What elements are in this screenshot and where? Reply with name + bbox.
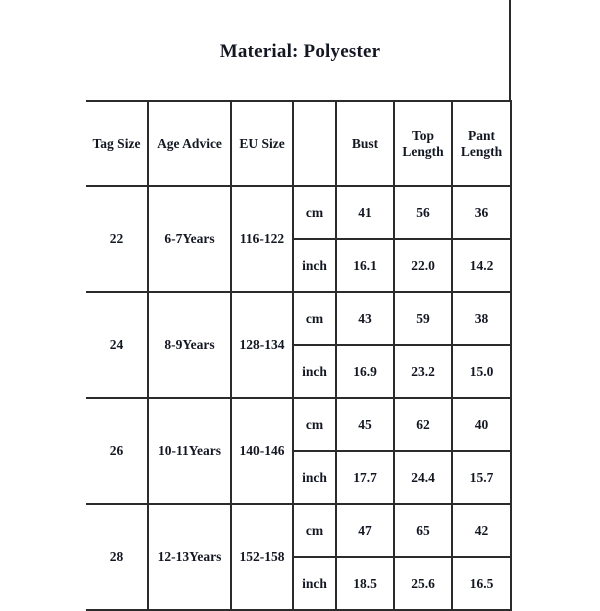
table-row: inch 17.7 24.4 15.7: [86, 450, 512, 505]
cell-age-advice: 12-13Years: [147, 503, 232, 611]
size-chart-table: Tag Size Age Advice EU Size Bust Top Len…: [86, 100, 512, 611]
table-row: 22 6-7Years 116-122 cm 41 56 36: [86, 185, 512, 293]
table-row: 26 10-11Years 140-146 cm 45 62 40: [86, 397, 512, 505]
cell-bust-cm: 45: [335, 397, 395, 452]
cell-top-length-cm: 62: [393, 397, 453, 452]
cell-unit-cm: cm: [292, 503, 337, 558]
cell-bust-inch: 18.5: [335, 556, 395, 611]
column-header-eu-size: EU Size: [230, 100, 294, 187]
cell-top-length-inch: 22.0: [393, 238, 453, 293]
cell-tag-size: 24: [86, 291, 149, 399]
column-header-age-advice: Age Advice: [147, 100, 232, 187]
cell-unit-inch: inch: [293, 238, 337, 293]
top-right-rule: [509, 0, 511, 101]
cell-pant-length-inch: 15.7: [451, 450, 512, 505]
cell-tag-size: 28: [86, 503, 149, 611]
cell-top-length-cm: 59: [393, 291, 453, 346]
cell-bust-inch: 16.1: [335, 238, 395, 293]
cell-pant-length-inch: 15.0: [451, 344, 512, 399]
cell-bust-cm: 43: [335, 291, 395, 346]
cell-eu-size: 116-122: [230, 185, 294, 293]
cell-pant-length-cm: 42: [451, 503, 512, 558]
cell-tag-size: 22: [86, 185, 149, 293]
cell-unit-cm: cm: [292, 185, 337, 240]
cell-eu-size: 128-134: [230, 291, 294, 399]
page-title: Material: Polyester: [219, 41, 381, 62]
cell-pant-length-cm: 40: [451, 397, 512, 452]
cell-age-advice: 8-9Years: [147, 291, 232, 399]
cell-eu-size: 140-146: [230, 397, 294, 505]
column-header-top-length: Top Length: [393, 100, 453, 187]
table-row: 28 12-13Years 152-158 cm 47 65 42: [86, 503, 512, 611]
cell-top-length-inch: 25.6: [393, 556, 453, 611]
cell-pant-length-inch: 14.2: [451, 238, 512, 293]
table-row: inch 16.9 23.2 15.0: [86, 344, 512, 399]
cell-unit-inch: inch: [293, 450, 337, 505]
column-header-pant-length: Pant Length: [451, 100, 512, 187]
cell-unit-cm: cm: [292, 291, 337, 346]
cell-age-advice: 10-11Years: [147, 397, 232, 505]
table-header-row: Tag Size Age Advice EU Size Bust Top Len…: [86, 100, 512, 187]
column-header-pant-length-line1: Pant Length: [460, 127, 503, 159]
column-header-unit: [292, 100, 337, 187]
cell-pant-length-cm: 36: [451, 185, 512, 240]
column-header-bust: Bust: [335, 100, 395, 187]
cell-top-length-cm: 65: [393, 503, 453, 558]
cell-tag-size: 26: [86, 397, 149, 505]
column-header-tag-size: Tag Size: [86, 100, 149, 187]
cell-eu-size: 152-158: [230, 503, 294, 611]
cell-bust-cm: 41: [335, 185, 395, 240]
cell-unit-inch: inch: [293, 344, 337, 399]
table-row: 24 8-9Years 128-134 cm 43 59 38: [86, 291, 512, 399]
cell-top-length-inch: 23.2: [393, 344, 453, 399]
column-header-top-length-line1: Top Length: [402, 127, 444, 159]
cell-age-advice: 6-7Years: [147, 185, 232, 293]
cell-pant-length-inch: 16.5: [451, 556, 512, 611]
cell-top-length-cm: 56: [393, 185, 453, 240]
cell-bust-inch: 16.9: [335, 344, 395, 399]
cell-unit-inch: inch: [293, 556, 337, 611]
cell-top-length-inch: 24.4: [393, 450, 453, 505]
cell-pant-length-cm: 38: [451, 291, 512, 346]
cell-bust-cm: 47: [335, 503, 395, 558]
cell-unit-cm: cm: [292, 397, 337, 452]
table-row: inch 16.1 22.0 14.2: [86, 238, 512, 293]
cell-bust-inch: 17.7: [335, 450, 395, 505]
